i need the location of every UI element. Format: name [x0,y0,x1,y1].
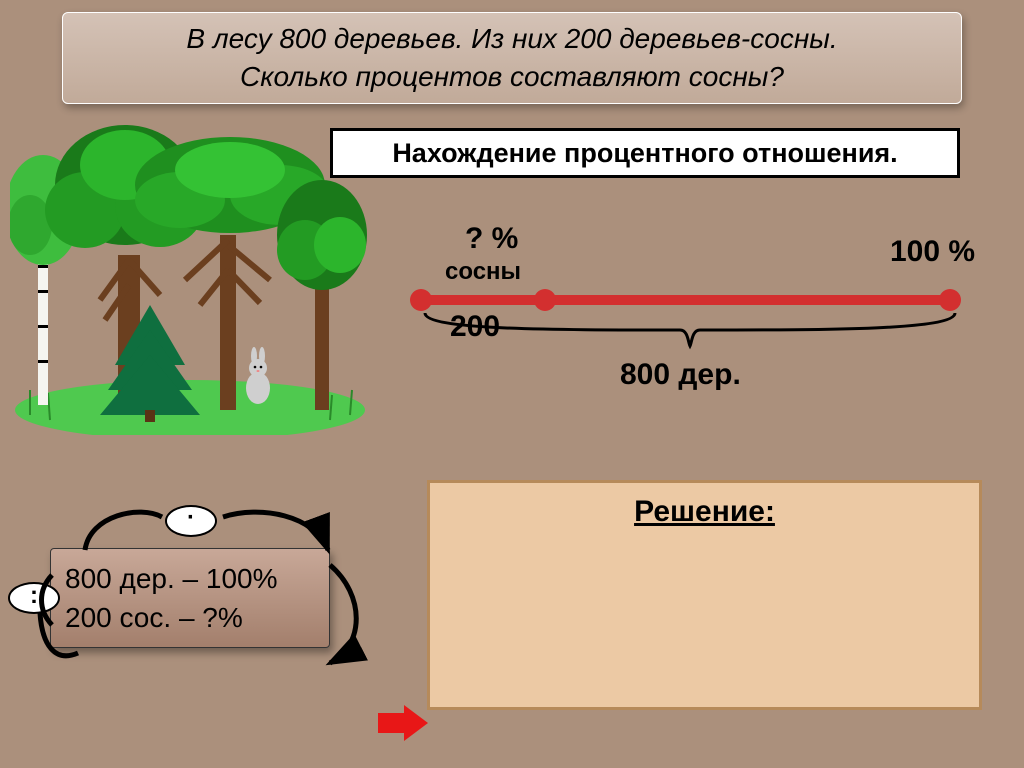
subtitle-text: Нахождение процентного отношения. [392,138,897,169]
forest-illustration [10,115,390,435]
label-100-percent: 100 % [890,235,975,269]
problem-line2: Сколько процентов составляют сосны? [240,61,784,92]
ratio-arrows [30,495,370,695]
problem-statement: В лесу 800 деревьев. Из них 200 деревьев… [62,12,962,104]
red-arrow-icon [378,705,430,745]
label-pines: сосны [445,258,521,286]
number-line-bar [420,295,960,305]
solution-box: Решение: [427,480,982,710]
label-unknown-percent: ? % [465,222,518,256]
problem-line1: В лесу 800 деревьев. Из них 200 деревьев… [186,23,837,54]
subtitle: Нахождение процентного отношения. [330,128,960,178]
number-line-diagram: ? % сосны 200 100 % 800 дер. [410,210,1000,410]
solution-title: Решение: [430,495,979,529]
label-800-trees: 800 дер. [620,358,741,392]
